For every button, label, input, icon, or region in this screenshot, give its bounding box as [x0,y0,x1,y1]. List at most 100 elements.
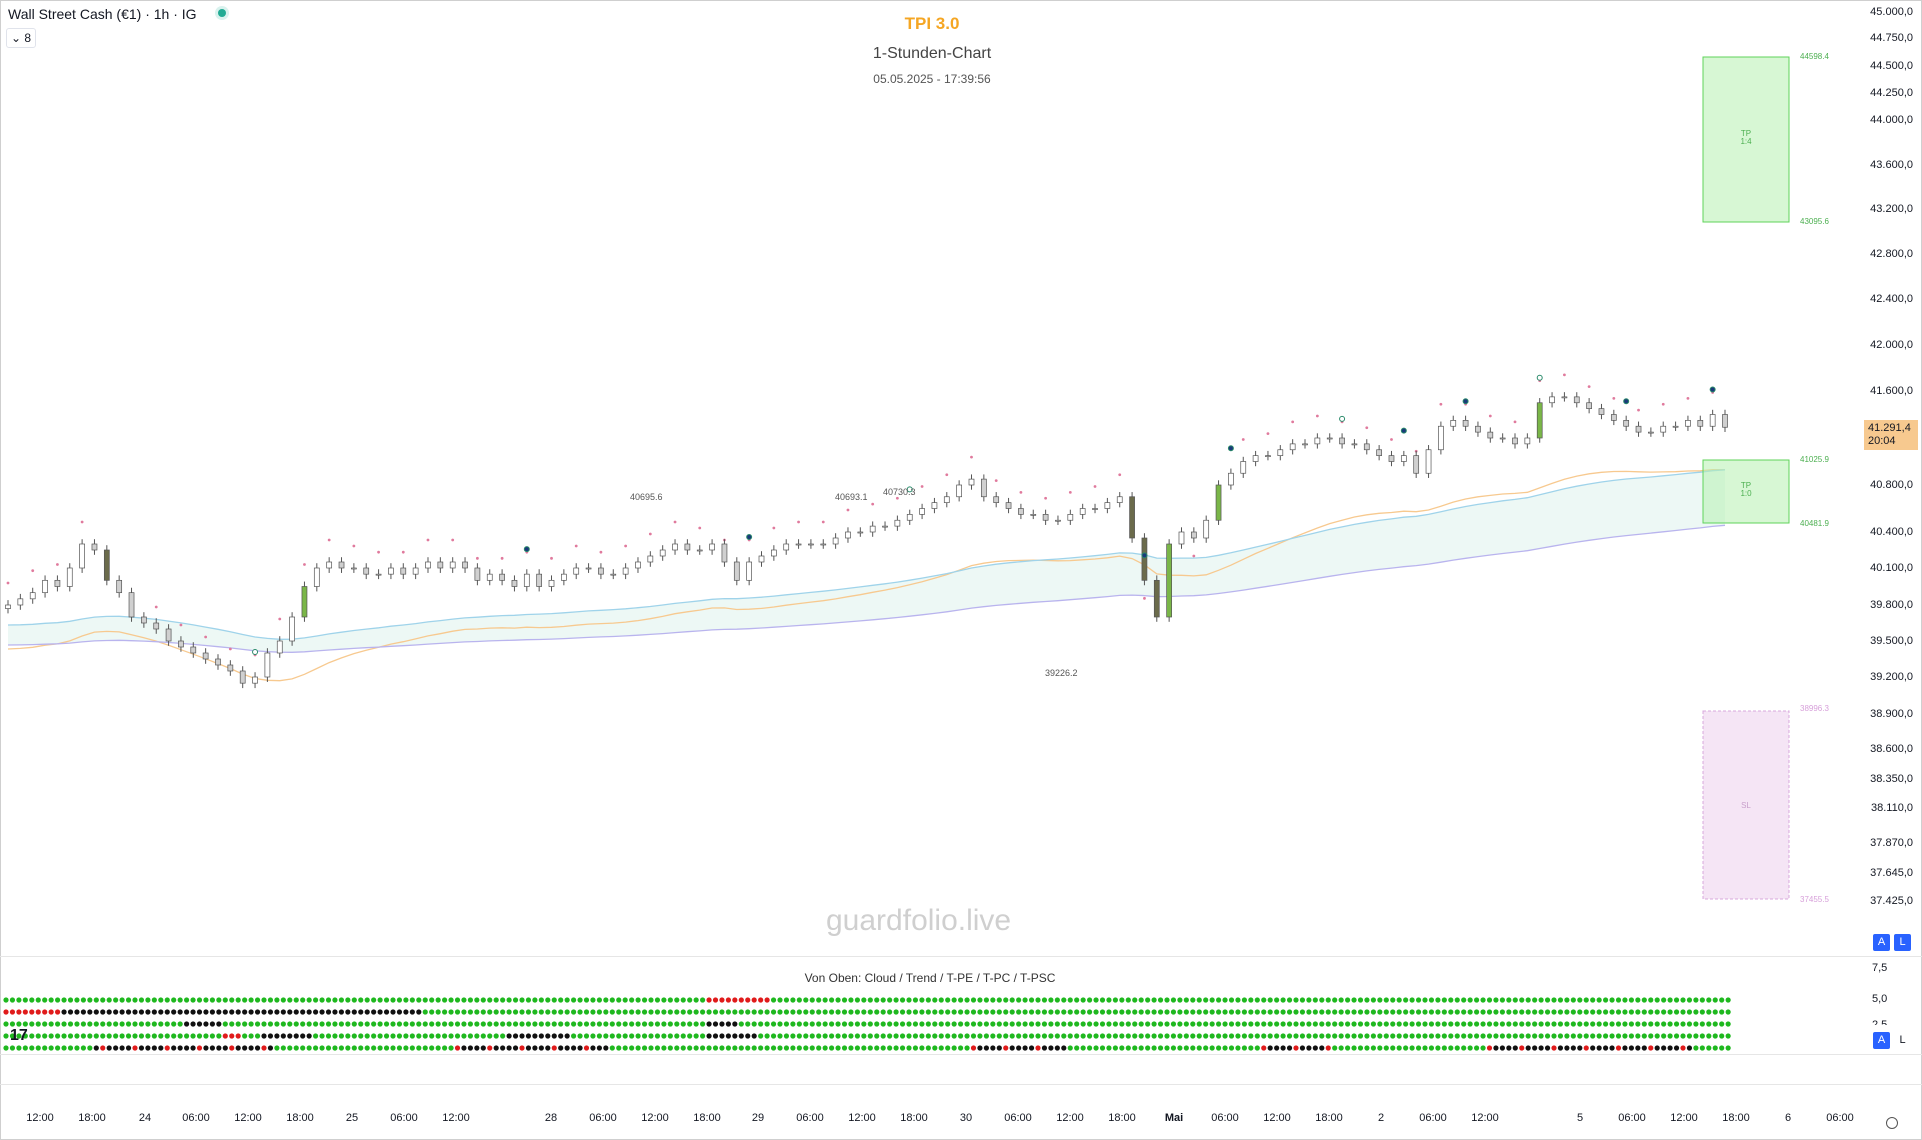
indicator-dot [1454,1045,1460,1051]
symbol-title[interactable]: Wall Street Cash (€1) · 1h · IG [8,6,197,22]
trailing-dot [1068,490,1072,494]
indicator-dot [442,997,448,1003]
price-tick: 42.000,0 [1870,339,1913,351]
pane-separator[interactable] [0,1054,1922,1055]
indicator-dot [803,997,809,1003]
indicator-dot [22,997,28,1003]
indicator-dot [1448,1033,1454,1039]
log-scale-button[interactable]: L [1894,934,1911,951]
indicator-dot [1332,1021,1338,1027]
indicator-dot [1235,997,1241,1003]
collapse-indicators-button[interactable]: ⌄ 8 [6,28,36,48]
indicator-dot [55,1045,61,1051]
indicator-dot [1448,1021,1454,1027]
indicator-dot [3,997,9,1003]
indicator-dot [1228,1033,1235,1039]
indicator-dot [758,1009,764,1015]
indicator-dot [667,1009,673,1015]
indicator-dot [1712,1045,1718,1051]
time-axis[interactable]: 12:00 18:00 24 06:00 12:00 18:00 25 06:00 12:00 2… [0,1112,1922,1134]
indicator-dot [880,997,886,1003]
trailing-dot [895,496,899,500]
indicator-dot [809,1009,815,1015]
candle-body [1166,543,1172,618]
indicator-dot [1345,1021,1351,1027]
indicator-dot [467,997,473,1003]
indicator-dot [100,1033,106,1039]
indicator-dot [1409,1009,1415,1015]
indicator-dot [1474,1009,1480,1015]
indicator-dot [306,1021,312,1027]
auto-scale-button[interactable]: A [1873,934,1890,951]
indicator-dot [93,1045,99,1051]
indicator-dot [1583,1009,1589,1015]
indicator-dot [254,1045,261,1051]
indicator-dot [1325,997,1331,1003]
indicator-dot [293,1045,299,1051]
indicator-dot [1351,1021,1357,1027]
indicator-dot [1280,1033,1286,1039]
indicator-log-button[interactable]: L [1894,1032,1911,1049]
indicator-dot [1093,1045,1099,1051]
price-annotation: 39226.2 [1045,668,1078,678]
candle-body [388,567,394,575]
indicator-dot [712,1021,719,1027]
price-chart[interactable]: 40695.6 40693.1 40730.339226.2TP1:4TP1:0SL… [0,0,1855,950]
candle-body [1079,508,1086,515]
price-axis[interactable]: 45.000,0 44.750,0 44.500,0 44.250,0 44.000,0… [1855,0,1919,950]
time-tick: 06:00 [796,1112,824,1124]
indicator-dot [1615,1009,1622,1015]
indicator-dot [1474,1021,1480,1027]
indicator-dot [229,1021,235,1027]
indicator-dots[interactable] [0,990,1740,1060]
indicator-dot [1312,1033,1318,1039]
indicator-dot [641,1033,648,1039]
indicator-dot [1454,997,1460,1003]
indicator-dot [809,997,815,1003]
indicator-dot [1403,997,1409,1003]
indicator-dot [1028,1045,1035,1051]
indicator-dot [861,1009,867,1015]
indicator-dot [1274,997,1280,1003]
indicator-dot [822,1021,828,1027]
indicator-dot [1054,1033,1060,1039]
indicator-dot [158,1021,164,1027]
indicator-dot [538,1033,544,1039]
signal-marker [1623,398,1630,405]
indicator-dot [1628,1021,1634,1027]
indicator-dot [416,1009,422,1015]
indicator-dot [532,1045,538,1051]
indicator-dot [693,1045,699,1051]
indicator-dot [1080,1033,1086,1039]
indicator-dot [448,1033,454,1039]
tp2-label: TP [1741,129,1751,138]
indicator-dot [132,1009,138,1015]
trailing-dot [1019,490,1023,494]
indicator-dot [622,1033,628,1039]
indicator-dot [1332,1009,1338,1015]
indicator-dot [1467,1021,1473,1027]
candle-body [91,543,98,551]
settings-gear-icon[interactable] [1886,1117,1898,1129]
indicator-dot [242,997,248,1003]
indicator-dot [751,1021,757,1027]
indicator-dot [1364,1045,1370,1051]
indicator-dot [1157,1045,1164,1051]
indicator-dot [996,997,1002,1003]
indicator-dot [325,997,332,1003]
indicator-dot [861,1033,867,1039]
indicator-auto-button[interactable]: A [1873,1032,1890,1049]
indicator-dot [319,1033,325,1039]
indicator-dot [306,1033,312,1039]
pane-separator[interactable] [0,1084,1922,1085]
indicator-dot [609,1009,615,1015]
pane-separator[interactable] [0,956,1922,957]
indicator-dot [1280,1021,1286,1027]
indicator-dot [1693,1009,1699,1015]
indicator-dot [648,997,654,1003]
indicator-dot [590,1021,596,1027]
indicator-dot [345,1009,351,1015]
candle-body [264,652,271,678]
indicator-dot [1544,1021,1551,1027]
indicator-dot [448,997,454,1003]
